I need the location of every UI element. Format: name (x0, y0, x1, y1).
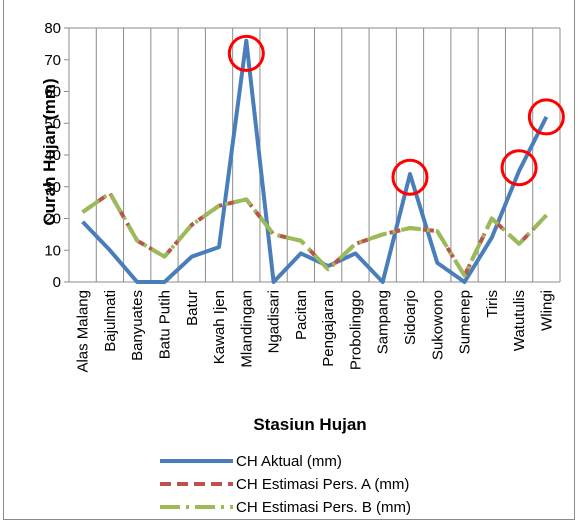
x-tick-label: Pacitan (293, 290, 310, 340)
highlight-circle (227, 34, 265, 72)
highlight-circle (500, 149, 538, 187)
x-tick-label: Probolinggo (347, 290, 364, 370)
y-tick-label: 60 (44, 84, 61, 101)
legend-label-2: CH Estimasi Pers. A (mm) (236, 476, 409, 493)
series-line-2 (81, 191, 548, 278)
x-tick-label: Wlingi (538, 290, 555, 331)
x-axis-title: Stasiun Hujan (253, 415, 366, 434)
line-chart: 0 10 20 30 40 50 60 70 80 Alas Malang Bajulmati Ban… (40, 20, 565, 516)
y-tick-label: 40 (44, 147, 61, 164)
series-line-1 (81, 38, 549, 284)
x-tick-label: Sumenep (457, 290, 474, 354)
y-tick-label: 10 (44, 242, 61, 259)
x-tick-label: Kawah Ijen (211, 290, 228, 364)
chart-frame: 0 10 20 30 40 50 60 70 80 Alas Malang Bajulmati Ban… (3, 0, 575, 520)
y-tick-label: 70 (44, 52, 61, 69)
y-axis-title: Curah Hujan (mm) (40, 78, 59, 225)
y-tick-label: 0 (53, 274, 61, 291)
x-tick-label: Batu Putih (156, 290, 173, 359)
x-tick-label: Mlandingan (238, 290, 255, 368)
legend-label-1: CH Aktual (mm) (236, 453, 342, 470)
tick-layer: 0 10 20 30 40 50 60 70 80 Alas Malang Bajulmati Ban… (44, 20, 555, 373)
grid-layer (68, 27, 561, 282)
y-tick-label: 80 (44, 20, 61, 37)
x-tick-label: Batur (184, 290, 201, 326)
x-tick-label: Alas Malang (75, 290, 92, 373)
highlight-circle (527, 98, 565, 136)
x-tick-label: Sampang (375, 290, 392, 354)
highlight-circle (391, 158, 429, 196)
x-tick-label: Tiris (484, 290, 501, 318)
x-tick-label: Sukowono (429, 290, 446, 360)
y-tick-label: 30 (44, 179, 61, 196)
x-tick-label: Banyuates (129, 290, 146, 361)
x-tick-label: Ngadisari (266, 290, 283, 353)
legend: CH Aktual (mm) CH Estimasi Pers. A (mm) CH… (160, 453, 411, 516)
legend-label-3: CH Estimasi Pers. B (mm) (236, 499, 411, 516)
y-tick-label: 50 (44, 115, 61, 132)
x-tick-label: Watutulis (511, 290, 528, 351)
x-tick-label: Sidoarjo (402, 290, 419, 345)
series-layer (81, 38, 549, 284)
series-line-3 (81, 191, 548, 278)
x-tick-label: Bajulmati (102, 290, 119, 352)
x-tick-label: Pengajaran (320, 290, 337, 367)
annotation-layer (227, 34, 565, 196)
y-tick-label: 20 (44, 211, 61, 228)
